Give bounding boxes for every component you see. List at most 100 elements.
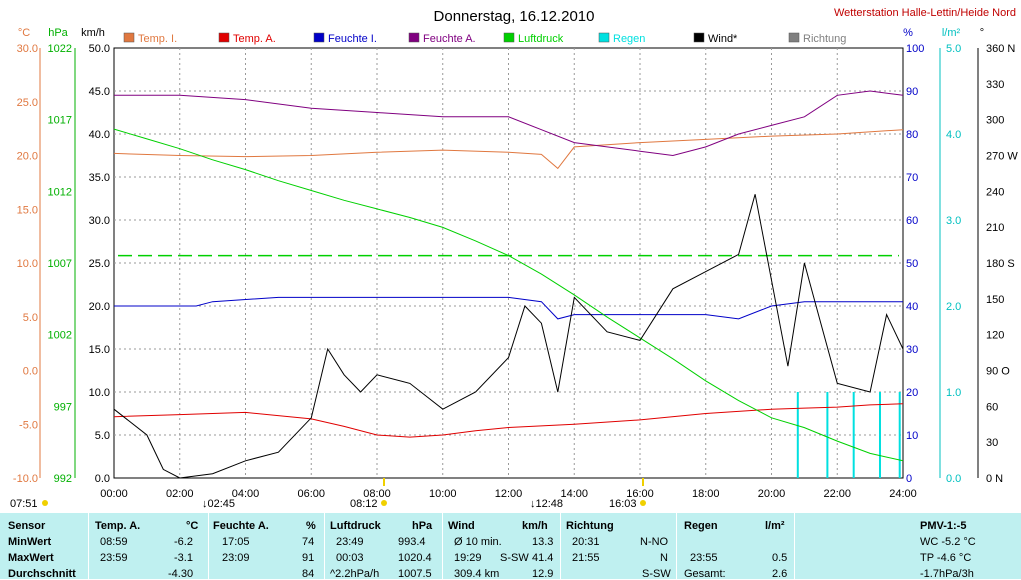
humidity-tick-label: 90 bbox=[906, 86, 918, 98]
rain-unit-label: l/m² bbox=[942, 27, 961, 39]
row-label-max: MaxWert bbox=[8, 552, 54, 564]
sunset-icon bbox=[640, 500, 646, 506]
pressure-unit-label: hPa bbox=[48, 27, 68, 39]
x-tick-label: 18:00 bbox=[692, 488, 720, 500]
temp-min-val: -6.2 bbox=[174, 536, 193, 548]
pressure-tick-label: 997 bbox=[54, 401, 72, 413]
press-unit: hPa bbox=[412, 520, 433, 532]
direction-tick-label: 360 N bbox=[986, 43, 1015, 55]
humidity-tick-label: 50 bbox=[906, 258, 918, 270]
legend-label: Regen bbox=[613, 33, 645, 45]
pmv-windchill: WC -5.2 °C bbox=[920, 536, 976, 548]
x-tick-label: 20:00 bbox=[758, 488, 786, 500]
wind-tick-label: 30.0 bbox=[89, 215, 110, 227]
dir-head: Richtung bbox=[566, 520, 614, 532]
row-label-avg: Durchschnitt bbox=[8, 568, 76, 580]
rain-unit: l/m² bbox=[765, 520, 785, 532]
temp-tick-label: 20.0 bbox=[17, 151, 38, 163]
wind-unit: km/h bbox=[522, 520, 548, 532]
humidity-unit-label: % bbox=[903, 27, 913, 39]
temp-tick-label: 30.0 bbox=[17, 43, 38, 55]
temp-avg-val: -4.30 bbox=[168, 568, 194, 580]
wind-avg-val: 12.9 bbox=[532, 568, 554, 580]
wind-tick-label: 0.0 bbox=[95, 473, 110, 485]
direction-tick-label: 270 W bbox=[986, 151, 1018, 163]
rain-head: Regen bbox=[684, 520, 718, 532]
pressure-tick-label: 1017 bbox=[48, 115, 72, 127]
wind-tick-label: 20.0 bbox=[89, 301, 110, 313]
press-head: Luftdruck bbox=[330, 520, 381, 532]
legend-swatch bbox=[218, 32, 230, 43]
rain-max-val: 0.5 bbox=[772, 552, 788, 564]
humidity-tick-label: 0 bbox=[906, 473, 912, 485]
humidity-tick-label: 10 bbox=[906, 430, 918, 442]
series-line bbox=[113, 194, 904, 479]
series-line bbox=[114, 90, 904, 157]
hum-min-time: 17:05 bbox=[222, 536, 250, 548]
series-line bbox=[113, 128, 904, 462]
humidity-tick-label: 30 bbox=[906, 344, 918, 356]
legend-swatch bbox=[408, 32, 420, 43]
temp-min-time: 08:59 bbox=[100, 536, 128, 548]
legend-label: Luftdruck bbox=[518, 33, 564, 45]
wind-tick-label: 15.0 bbox=[89, 344, 110, 356]
dir-min-val: N-NO bbox=[640, 536, 669, 548]
wind-avg10-val: 13.3 bbox=[532, 536, 554, 548]
wind-avg10-label: Ø 10 min. bbox=[454, 536, 502, 548]
pressure-tick-label: 1022 bbox=[48, 43, 72, 55]
summary-table: Sensor MinWert MaxWert Durchschnitt Temp… bbox=[0, 513, 1021, 580]
direction-tick-label: 330 bbox=[986, 79, 1004, 91]
x-tick-label: 10:00 bbox=[429, 488, 457, 500]
x-tick-label: 12:00 bbox=[495, 488, 523, 500]
temp-unit-label: °C bbox=[18, 27, 30, 39]
press-min-time: 23:49 bbox=[336, 536, 364, 548]
rain-tick-label: 1.0 bbox=[946, 387, 961, 399]
direction-unit-label: ° bbox=[980, 27, 984, 39]
direction-tick-label: 240 bbox=[986, 186, 1004, 198]
x-tick-label: 22:00 bbox=[823, 488, 851, 500]
marker-0245: ↓02:45 bbox=[202, 498, 235, 510]
x-tick-label: 02:00 bbox=[166, 488, 194, 500]
rain-total-label: Gesamt: bbox=[684, 568, 726, 580]
pressure-tick-label: 992 bbox=[54, 473, 72, 485]
rain-max-time: 23:55 bbox=[690, 552, 718, 564]
station-name: Wetterstation Halle-Lettin/Heide Nord bbox=[834, 7, 1016, 19]
wind-max-val: 41.4 bbox=[532, 552, 554, 564]
pmv-dewpoint: TP -4.6 °C bbox=[920, 552, 972, 564]
hum-unit: % bbox=[306, 520, 316, 532]
direction-tick-label: 150 bbox=[986, 294, 1004, 306]
rain-tick-label: 2.0 bbox=[946, 301, 961, 313]
legend-swatch bbox=[693, 32, 705, 43]
row-label-sensor: Sensor bbox=[8, 520, 46, 532]
humidity-tick-label: 70 bbox=[906, 172, 918, 184]
press-max-val: 1020.4 bbox=[398, 552, 432, 564]
wind-tick-label: 50.0 bbox=[89, 43, 110, 55]
press-trend: ^2.2hPa/h bbox=[330, 568, 380, 580]
humidity-tick-label: 60 bbox=[906, 215, 918, 227]
temp-head: Temp. A. bbox=[95, 520, 141, 532]
humidity-tick-label: 80 bbox=[906, 129, 918, 141]
temp-tick-label: 10.0 bbox=[17, 258, 38, 270]
pmv-press-trend: -1.7hPa/3h bbox=[920, 568, 974, 580]
wind-tick-label: 25.0 bbox=[89, 258, 110, 270]
direction-tick-label: 120 bbox=[986, 330, 1004, 342]
rain-tick-label: 5.0 bbox=[946, 43, 961, 55]
wind-max-dir: S-SW bbox=[500, 552, 529, 564]
hum-avg-val: 84 bbox=[302, 568, 315, 580]
x-tick-label: 06:00 bbox=[297, 488, 325, 500]
temp-tick-label: -5.0 bbox=[19, 419, 38, 431]
chart-title: Donnerstag, 16.12.2010 bbox=[434, 8, 595, 25]
press-min-val: 993.4 bbox=[398, 536, 426, 548]
x-tick-label: 14:00 bbox=[560, 488, 588, 500]
rain-total-val: 2.6 bbox=[772, 568, 788, 580]
wind-tick-label: 35.0 bbox=[89, 172, 110, 184]
dir-max-val: N bbox=[660, 552, 668, 564]
dir-avg-val: S-SW bbox=[642, 568, 671, 580]
rain-tick-label: 0.0 bbox=[946, 473, 961, 485]
pressure-tick-label: 1002 bbox=[48, 330, 72, 342]
wind-tick-label: 10.0 bbox=[89, 387, 110, 399]
humidity-tick-label: 40 bbox=[906, 301, 918, 313]
wind-tick-label: 40.0 bbox=[89, 129, 110, 141]
temp-tick-label: 15.0 bbox=[17, 204, 38, 216]
direction-tick-label: 180 S bbox=[986, 258, 1015, 270]
